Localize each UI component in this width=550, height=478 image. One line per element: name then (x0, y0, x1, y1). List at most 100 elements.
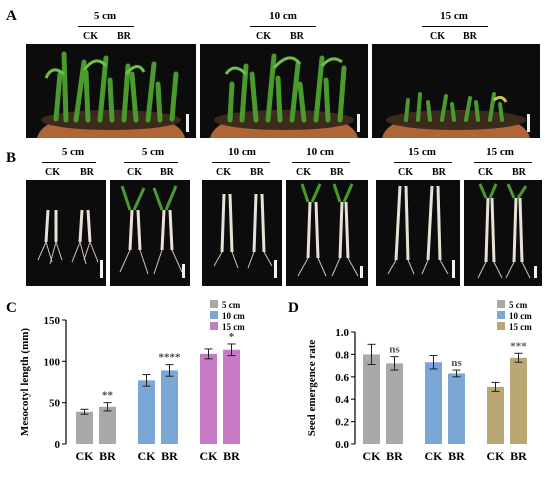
bar (223, 349, 240, 444)
seedling-pot-image (382, 92, 530, 138)
ck-label: CK (398, 167, 413, 178)
panel-label-b: B (6, 150, 17, 166)
seedling-image (387, 185, 449, 275)
scale-bar (100, 260, 103, 278)
depth-label: 10 cm (228, 146, 256, 158)
depth-label: 5 cm (93, 10, 117, 22)
bar (99, 406, 116, 444)
y-tick-label: 100 (44, 356, 61, 368)
bar (363, 354, 380, 444)
significance-label: **** (159, 352, 182, 364)
legend-swatch (497, 322, 505, 330)
group-rule (212, 162, 270, 163)
x-tick-label: CK (200, 449, 219, 463)
significance-label: ** (102, 390, 114, 402)
seedling-pot-photo-5cm (26, 44, 196, 138)
scale-bar (360, 266, 363, 278)
x-tick-label: CK (425, 449, 444, 463)
significance-label: *** (510, 340, 527, 352)
depth-label: 5 cm (61, 146, 85, 158)
x-tick-label: BR (161, 449, 178, 463)
ck-label: CK (478, 167, 493, 178)
bar (425, 362, 442, 444)
br-label: BR (512, 167, 526, 178)
mesocotyl-photo (26, 180, 106, 286)
scale-bar (534, 266, 537, 278)
group-rule (394, 162, 452, 163)
x-tick-label: BR (99, 449, 116, 463)
y-tick-label: 150 (44, 315, 61, 327)
significance-label: * (229, 331, 235, 343)
group-rule (124, 162, 178, 163)
ck-label: CK (296, 167, 311, 178)
depth-label: 15 cm (408, 146, 436, 158)
ck-label: CK (45, 167, 60, 178)
seedling-pot-image (210, 53, 358, 138)
group-rule (422, 26, 488, 27)
br-label: BR (463, 31, 477, 42)
bar (200, 353, 217, 444)
x-tick-label: CK (487, 449, 506, 463)
ck-label: CK (216, 167, 231, 178)
depth-label: 10 cm (306, 146, 334, 158)
ck-label: CK (256, 31, 271, 42)
group-rule (474, 162, 532, 163)
scale-bar (452, 260, 455, 278)
bar (487, 386, 504, 444)
bar (386, 363, 403, 444)
legend-label: 10 cm (222, 311, 245, 321)
panel-label-c: C (6, 300, 17, 316)
y-tick-label: 0.6 (335, 372, 349, 384)
legend-swatch (497, 300, 505, 308)
scale-bar (186, 114, 189, 132)
y-tick-label: 0.2 (335, 417, 349, 429)
scale-bar (527, 114, 530, 132)
depth-label: 10 cm (269, 10, 297, 22)
mesocotyl-photo (202, 180, 282, 286)
y-axis-label: Mesocotyl length (mm) (19, 328, 31, 436)
significance-label: ns (389, 344, 400, 356)
br-label: BR (160, 167, 174, 178)
seedling-image (119, 185, 183, 275)
significance-label: ns (451, 357, 462, 369)
ck-label: CK (83, 31, 98, 42)
br-label: BR (330, 167, 344, 178)
x-tick-label: BR (223, 449, 240, 463)
y-axis-label: Seed emergence rate (306, 340, 318, 437)
x-tick-label: BR (510, 449, 527, 463)
legend-label: 15 cm (509, 322, 532, 332)
scale-bar (274, 260, 277, 278)
group-rule (292, 162, 350, 163)
scale-bar (182, 264, 185, 278)
depth-label: 15 cm (486, 146, 514, 158)
seedling-pot-image (37, 51, 185, 138)
depth-label: 15 cm (440, 10, 468, 22)
seedling-photo (110, 180, 190, 286)
group-rule (42, 162, 96, 163)
x-tick-label: BR (386, 449, 403, 463)
seedling-image (297, 183, 359, 277)
ck-label: CK (127, 167, 142, 178)
y-tick-label: 0.0 (335, 439, 349, 451)
ck-label: CK (430, 31, 445, 42)
seedling-pot-photo-15cm (372, 44, 540, 138)
seedling-pot-photo-10cm (200, 44, 368, 138)
br-label: BR (290, 31, 304, 42)
mesocotyl-photo (376, 180, 460, 286)
x-tick-label: CK (138, 449, 157, 463)
y-tick-label: 50 (49, 398, 61, 410)
panel-label-d: D (288, 300, 299, 316)
y-tick-label: 1.0 (335, 327, 349, 339)
br-label: BR (117, 31, 131, 42)
scale-bar (357, 114, 360, 132)
group-rule (250, 26, 316, 27)
bar (448, 373, 465, 444)
bar (76, 411, 93, 444)
y-tick-label: 0.4 (335, 394, 349, 406)
legend-label: 15 cm (222, 322, 245, 332)
depth-label: 5 cm (141, 146, 165, 158)
seedling-photo (286, 180, 368, 286)
seedling-image (37, 209, 99, 265)
legend-label: 5 cm (222, 300, 241, 310)
x-tick-label: CK (76, 449, 95, 463)
